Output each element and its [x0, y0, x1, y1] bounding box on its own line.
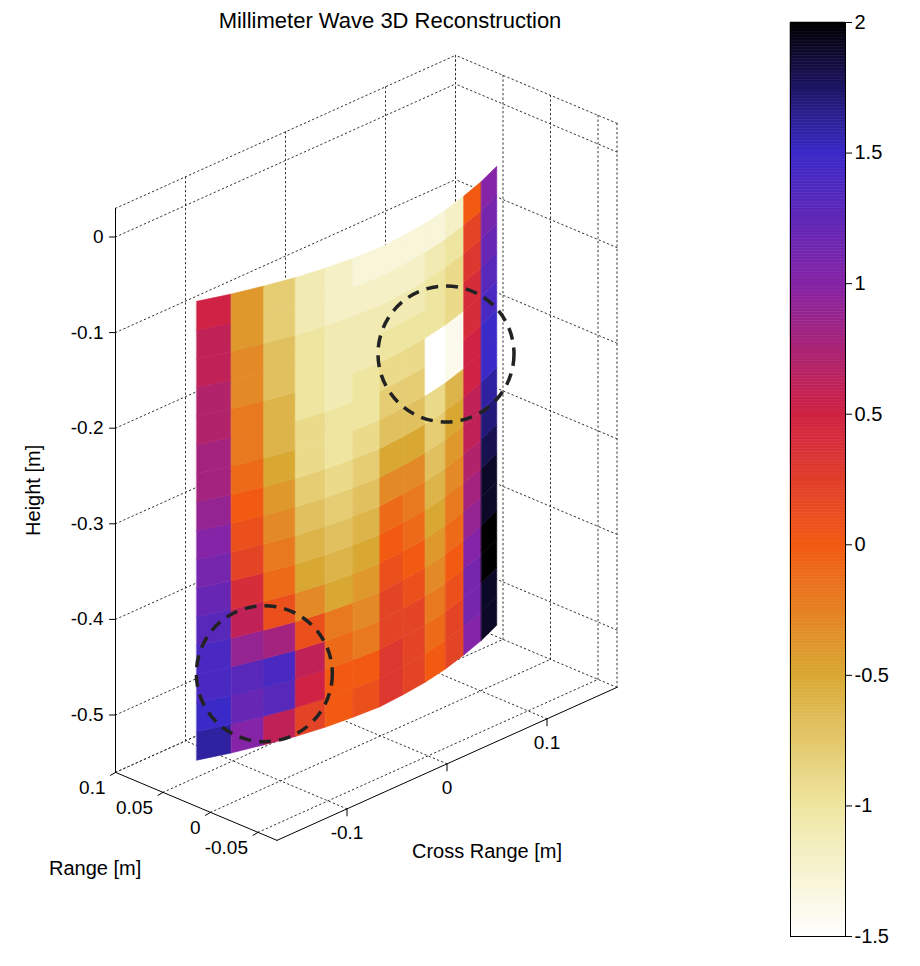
svg-text:-0.2: -0.2 — [71, 417, 104, 438]
svg-text:-0.1: -0.1 — [71, 322, 104, 343]
svg-text:-1.5: -1.5 — [855, 925, 889, 947]
svg-text:2: 2 — [855, 11, 866, 33]
svg-text:-0.5: -0.5 — [855, 664, 889, 686]
svg-text:1.5: 1.5 — [855, 141, 883, 163]
svg-text:0.5: 0.5 — [855, 403, 883, 425]
svg-text:-0.05: -0.05 — [205, 837, 248, 858]
svg-text:-0.5: -0.5 — [71, 704, 104, 725]
svg-text:Height [m]: Height [m] — [22, 445, 44, 536]
svg-text:0: 0 — [442, 777, 453, 798]
svg-text:0.1: 0.1 — [534, 732, 560, 753]
svg-text:0: 0 — [190, 817, 201, 838]
svg-text:-0.4: -0.4 — [71, 608, 104, 629]
svg-text:Range [m]: Range [m] — [49, 857, 141, 879]
svg-text:-1: -1 — [855, 794, 873, 816]
svg-text:0: 0 — [855, 533, 866, 555]
html-text:Millimeter Wave 3D Reconstruct: Millimeter Wave 3D Reconstruction — [218, 8, 562, 33]
svg-text:-0.1: -0.1 — [331, 822, 364, 843]
svg-text:1: 1 — [855, 272, 866, 294]
svg-text:Cross Range [m]: Cross Range [m] — [412, 840, 562, 862]
svg-text:-0.3: -0.3 — [71, 513, 104, 534]
svg-text:0.05: 0.05 — [116, 797, 153, 818]
svg-text:0: 0 — [93, 226, 104, 247]
svg-text:0.1: 0.1 — [79, 777, 105, 798]
